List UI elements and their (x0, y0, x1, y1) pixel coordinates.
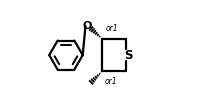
Text: or1: or1 (106, 25, 119, 33)
Text: O: O (83, 21, 92, 31)
Text: or1: or1 (104, 77, 117, 86)
Text: S: S (125, 49, 133, 62)
